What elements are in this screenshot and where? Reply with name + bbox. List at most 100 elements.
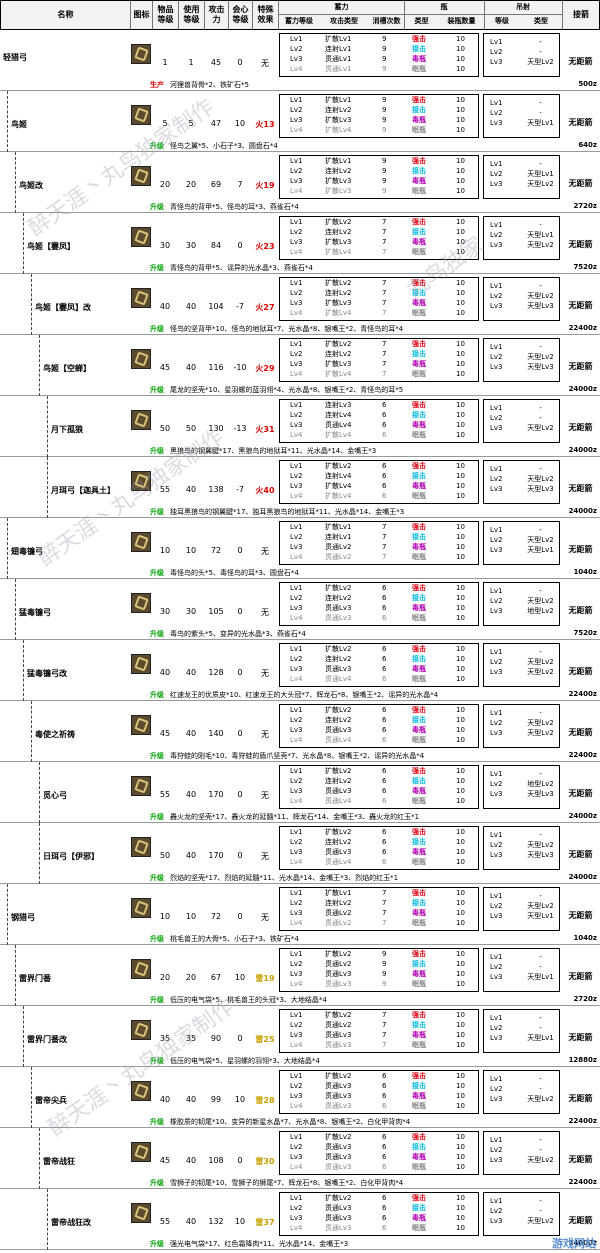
attack-type: 扩散Lv4 bbox=[325, 370, 352, 378]
crit-value: 0 bbox=[237, 607, 243, 616]
note-tag: 升级 bbox=[150, 691, 164, 699]
charge-level: Lv2 bbox=[290, 167, 303, 175]
arc-level: Lv3 bbox=[490, 1156, 503, 1164]
attack-value: 47 bbox=[210, 119, 222, 128]
weapon-row: 猛毒镰弓改 40 40 128 0 无 Lv1 扩散Lv2 6 强击 10 Lv2 连射Lv2 6 接击 10… bbox=[0, 640, 600, 701]
arc-type: 天型Lv2 bbox=[527, 719, 554, 727]
slot-count: 7 bbox=[382, 919, 387, 927]
use-level: 20 bbox=[185, 180, 197, 189]
charge-level: Lv3 bbox=[290, 177, 303, 185]
coating-count: 10 bbox=[456, 1011, 465, 1019]
bow-icon bbox=[131, 837, 151, 857]
coating-count: 10 bbox=[456, 889, 465, 897]
close-range-shot: 无距箭 bbox=[568, 118, 593, 127]
arc-type: 天型Lv2 bbox=[527, 58, 554, 66]
special-effect: 火19 bbox=[255, 181, 275, 190]
tree-line bbox=[39, 335, 40, 396]
attack-value: 84 bbox=[210, 241, 222, 250]
header-divider bbox=[484, 1, 485, 29]
note-tag: 升级 bbox=[150, 325, 164, 333]
arc-type: 天型Lv2 bbox=[527, 658, 554, 666]
use-level: 40 bbox=[185, 729, 197, 738]
arc-level: Lv1 bbox=[490, 526, 503, 534]
attack-type: 贯通Lv3 bbox=[325, 1143, 352, 1151]
charge-level: Lv4 bbox=[290, 248, 303, 256]
attack-type: 贯通Lv2 bbox=[325, 543, 352, 551]
crit-value: 0 bbox=[237, 851, 243, 860]
arc-type: 天型Lv1 bbox=[527, 231, 554, 239]
special-effect: 火29 bbox=[255, 364, 275, 373]
attack-value: 130 bbox=[208, 424, 224, 433]
coating-count: 10 bbox=[456, 726, 465, 734]
slot-count: 6 bbox=[382, 1214, 387, 1222]
crit-value: 0 bbox=[237, 790, 243, 799]
arc-level: Lv2 bbox=[490, 353, 503, 361]
coating-label: 强击 bbox=[412, 462, 426, 470]
weapon-name: 猛毒镰弓改 bbox=[26, 668, 68, 679]
crit-value: 0 bbox=[237, 729, 243, 738]
upgrade-price: 22400z bbox=[568, 324, 597, 332]
attack-type: 贯通Lv3 bbox=[325, 1092, 352, 1100]
coating-count: 10 bbox=[456, 1041, 465, 1049]
charge-level: Lv3 bbox=[290, 55, 303, 63]
slot-count: 9 bbox=[382, 960, 387, 968]
charge-level: Lv4 bbox=[290, 675, 303, 683]
coating-count: 10 bbox=[456, 279, 465, 287]
slot-count: 9 bbox=[382, 96, 387, 104]
coating-count: 10 bbox=[456, 950, 465, 958]
coating-count: 10 bbox=[456, 604, 465, 612]
attack-type: 扩散Lv4 bbox=[325, 126, 352, 134]
attack-type: 扩散Lv4 bbox=[325, 248, 352, 256]
coating-count: 10 bbox=[456, 45, 465, 53]
note-tag: 升级 bbox=[150, 1179, 164, 1187]
stat-box bbox=[279, 94, 479, 138]
coating-count: 10 bbox=[456, 675, 465, 683]
note-tag: 升级 bbox=[150, 508, 164, 516]
coating-count: 10 bbox=[456, 980, 465, 988]
slot-count: 6 bbox=[382, 431, 387, 439]
slot-count: 6 bbox=[382, 736, 387, 744]
attack-value: 138 bbox=[208, 485, 224, 494]
header-icon: 图标 bbox=[131, 1, 153, 29]
close-range-shot: 无距箭 bbox=[568, 57, 593, 66]
attack-type: 连射Lv3 bbox=[325, 401, 352, 409]
header-use-level: 使用 等级 bbox=[179, 1, 205, 29]
stat-box bbox=[279, 643, 479, 687]
special-effect: 火31 bbox=[255, 425, 275, 434]
slot-count: 6 bbox=[382, 1194, 387, 1202]
arc-type: - bbox=[539, 404, 542, 412]
arc-type: - bbox=[539, 770, 542, 778]
coating-count: 10 bbox=[456, 126, 465, 134]
charge-level: Lv2 bbox=[290, 228, 303, 236]
upgrade-price: 500z bbox=[578, 80, 597, 88]
slot-count: 9 bbox=[382, 126, 387, 134]
use-level: 5 bbox=[188, 119, 194, 128]
arc-box bbox=[483, 155, 560, 199]
stat-box bbox=[279, 887, 479, 931]
coating-count: 10 bbox=[456, 533, 465, 541]
upgrade-price: 22400z bbox=[568, 690, 597, 698]
coating-label: 毒瓶 bbox=[412, 1153, 426, 1161]
upgrade-price: 24000z bbox=[568, 385, 597, 393]
charge-level: Lv3 bbox=[290, 238, 303, 246]
tree-line bbox=[23, 213, 24, 274]
slot-count: 6 bbox=[382, 1102, 387, 1110]
coating-label: 强击 bbox=[412, 706, 426, 714]
arc-type: 天型Lv2 bbox=[527, 292, 554, 300]
arc-level: Lv3 bbox=[490, 241, 503, 249]
stat-box bbox=[279, 460, 479, 504]
use-level: 10 bbox=[185, 546, 197, 555]
attack-type: 连射Lv4 bbox=[325, 411, 352, 419]
close-range-shot: 无距箭 bbox=[568, 484, 593, 493]
slot-count: 7 bbox=[382, 1031, 387, 1039]
attack-type: 贯通Lv3 bbox=[325, 1153, 352, 1161]
attack-type: 贯通Lv3 bbox=[325, 1041, 352, 1049]
arc-box bbox=[483, 643, 560, 687]
coating-label: 强击 bbox=[412, 279, 426, 287]
coating-count: 10 bbox=[456, 472, 465, 480]
coating-count: 10 bbox=[456, 482, 465, 490]
attack-type: 贯通Lv2 bbox=[325, 919, 352, 927]
slot-count: 7 bbox=[382, 279, 387, 287]
attack-type: 连射Lv1 bbox=[325, 45, 352, 53]
arc-level: Lv1 bbox=[490, 1136, 503, 1144]
